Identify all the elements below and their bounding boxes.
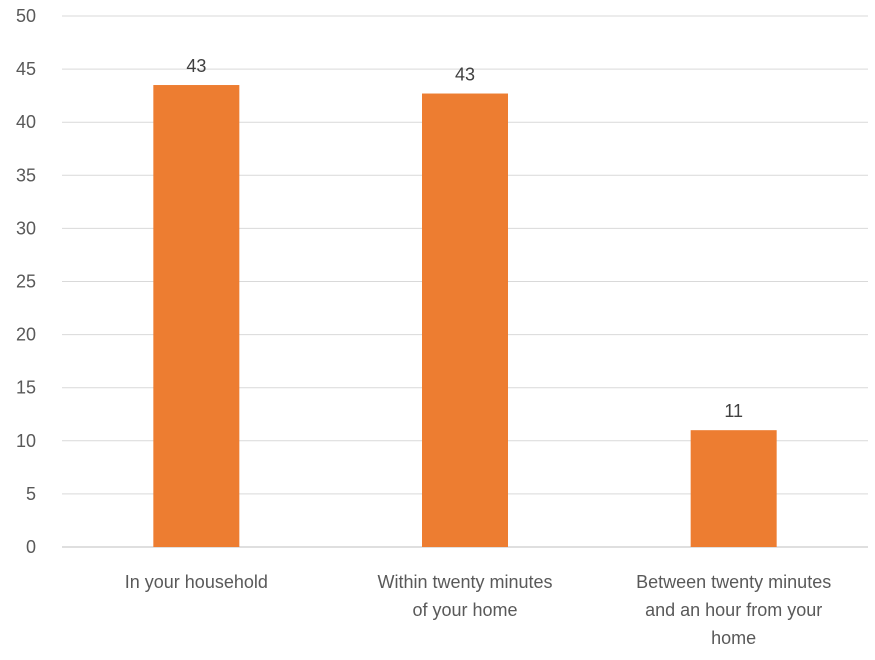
bar	[422, 93, 508, 547]
data-label: 43	[455, 65, 475, 85]
category-label: of your home	[412, 600, 517, 620]
data-label: 11	[724, 401, 743, 421]
y-tick-label: 40	[16, 112, 36, 132]
y-tick-label: 5	[26, 484, 36, 504]
y-tick-label: 30	[16, 218, 36, 238]
category-label: home	[711, 628, 756, 648]
data-label: 43	[186, 56, 206, 76]
category-label: In your household	[125, 572, 268, 592]
y-tick-label: 25	[16, 272, 36, 292]
y-tick-label: 10	[16, 431, 36, 451]
category-label: Between twenty minutes	[636, 572, 831, 592]
y-tick-label: 50	[16, 6, 36, 26]
category-label: and an hour from your	[645, 600, 822, 620]
category-label: Within twenty minutes	[377, 572, 552, 592]
y-tick-label: 20	[16, 325, 36, 345]
bar	[153, 85, 240, 547]
bar	[690, 430, 777, 547]
y-tick-label: 15	[16, 378, 36, 398]
y-tick-label: 35	[16, 165, 36, 185]
y-tick-label: 0	[26, 537, 36, 557]
y-tick-label: 45	[16, 59, 36, 79]
